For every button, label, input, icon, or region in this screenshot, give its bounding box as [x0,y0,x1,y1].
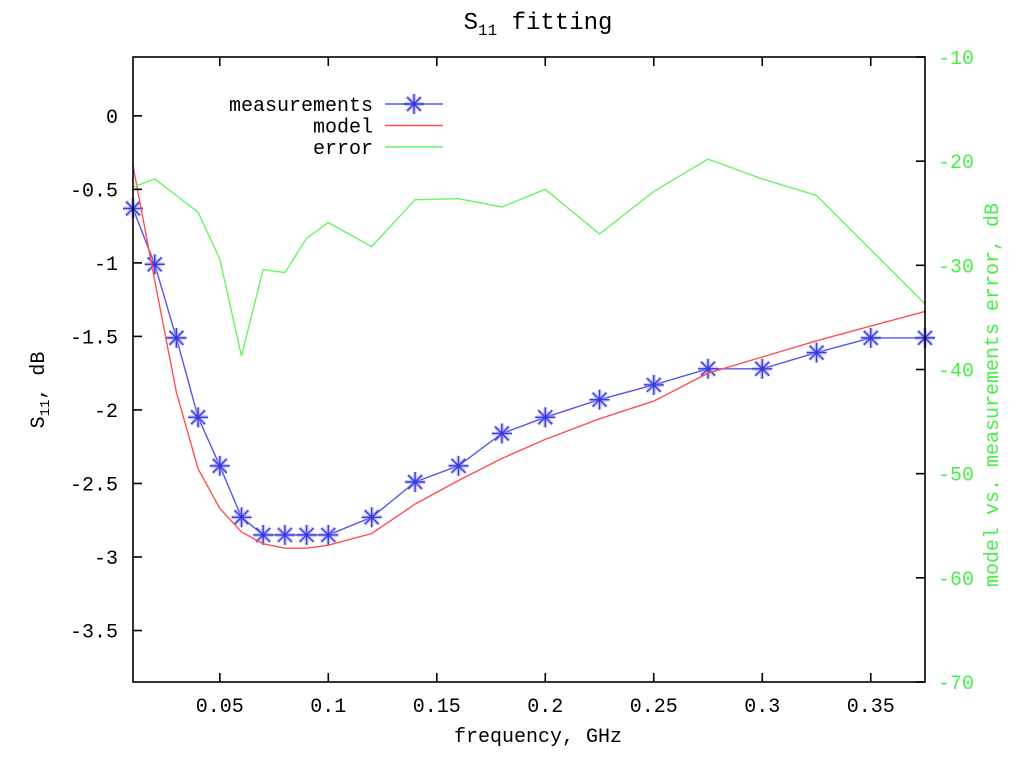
x-tick-label: 0.15 [413,696,461,719]
chart-title-rest: fitting [497,10,612,37]
measurement-marker-star [537,409,553,425]
measurement-marker-star [277,527,293,543]
y-left-tick-label: 0 [106,107,118,130]
x-tick-label: 0.25 [630,696,678,719]
y-right-tick-label: -40 [938,361,974,384]
y-left-tick-label: -2.5 [70,474,118,497]
y-left-tick-label: -2 [94,401,118,424]
error-line [132,158,926,357]
legend-measurements-label: measurements [229,95,373,118]
y-right-tick-label: -70 [938,673,974,696]
measurement-marker-star [450,458,466,474]
y-left-label-sub: 11 [38,400,54,417]
legend [385,94,443,148]
measurement-marker-star [299,527,315,543]
y-right-tick-label: -60 [938,569,974,592]
y-right-tick-label: -10 [938,48,974,71]
x-tick-label: 0.05 [196,696,244,719]
y-left-tick-label: -1 [94,254,118,277]
x-tick-label: 0.2 [527,696,563,719]
measurement-marker-star [700,361,716,377]
measurement-marker-star [233,509,249,525]
measurement-marker-star [406,96,422,112]
y-left-tick-label: -3 [94,548,118,571]
y-right-tick-label: -30 [938,256,974,279]
legend-model-label: model [313,117,373,140]
y-left-tick-label: -3.5 [70,622,118,645]
measurement-marker-star [364,509,380,525]
y-left-tick-label: -1.5 [70,327,118,350]
measurement-marker-star [863,330,879,346]
y-right-axis-label: model vs. measurements error, dB [982,203,1005,587]
measurement-marker-star [147,256,163,272]
y-left-label-rest: , dB [28,352,51,400]
x-tick-label: 0.35 [847,696,895,719]
x-axis-label: frequency, GHz [454,726,622,749]
legend-error-label: error [313,138,373,161]
y-left-tick-label: -0.5 [70,180,118,203]
x-tick-label: 0.1 [310,696,346,719]
measurements-line [132,208,925,536]
y-left-axis-label: S11, dB [28,352,54,429]
chart-title-sub: 11 [478,22,497,40]
model-line [132,165,926,549]
y-left-label-main: S [28,416,51,428]
measurement-marker-star [809,345,825,361]
measurement-marker-star [168,330,184,346]
measurement-marker-star [754,361,770,377]
measurement-marker-star [212,458,228,474]
measurement-marker-star [592,392,608,408]
x-tick-label: 0.3 [744,696,780,719]
measurement-marker-star [646,377,662,393]
measurement-marker-star [255,527,271,543]
chart-title-main: S [464,10,478,37]
measurement-marker-star [494,425,510,441]
measurement-marker-star [407,474,423,490]
chart-title: S11 fitting [464,10,613,40]
y-right-tick-label: -20 [938,152,974,175]
y-right-tick-label: -50 [938,465,974,488]
measurement-marker-star [320,527,336,543]
plot-frame [132,56,926,683]
measurements-markers [123,198,935,545]
measurement-marker-star [190,409,206,425]
